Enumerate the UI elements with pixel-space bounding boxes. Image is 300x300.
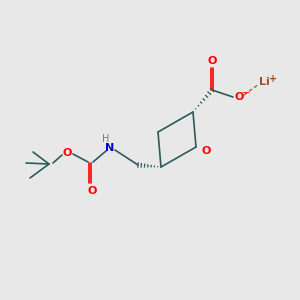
Text: O: O [201, 146, 211, 156]
Text: +: + [269, 74, 277, 84]
Text: O: O [207, 56, 217, 66]
Text: Li: Li [259, 77, 269, 87]
Text: N: N [105, 143, 115, 153]
Text: H: H [102, 134, 110, 144]
Text: O: O [234, 92, 244, 102]
Text: O: O [87, 186, 97, 196]
Text: O: O [62, 148, 72, 158]
Text: −: − [242, 88, 250, 98]
